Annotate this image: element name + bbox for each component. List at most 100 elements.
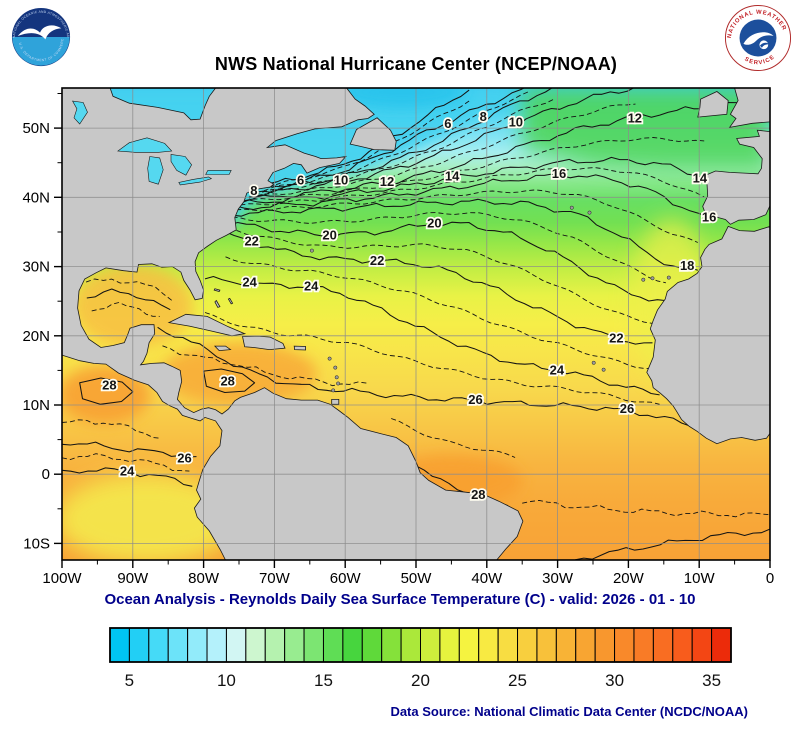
colorbar-cell xyxy=(284,627,305,663)
lake xyxy=(147,156,164,185)
colorbar-cell xyxy=(594,627,616,663)
lat-tick-label: 40N xyxy=(22,189,50,206)
colorbar-cell xyxy=(536,627,557,663)
contour-label: 8 xyxy=(250,183,257,198)
noaa-logo: NATIONAL OCEANIC AND ATMOSPHERIC ADMINIS… xyxy=(10,6,71,67)
contour-label: 6 xyxy=(444,116,451,131)
lake xyxy=(170,154,192,176)
landmass xyxy=(646,225,770,445)
contour-line-dashed xyxy=(62,419,162,439)
lat-tick-label: 10N xyxy=(22,397,50,414)
contour-label: 18 xyxy=(680,258,694,273)
contour-label: 14 xyxy=(693,171,708,186)
contour-label: 22 xyxy=(244,234,258,249)
contour-label: 24 xyxy=(120,463,135,478)
contour-line-dashed xyxy=(268,100,470,189)
colorbar-frame xyxy=(109,627,732,663)
lon-tick-label: 0 xyxy=(766,570,774,587)
landmass xyxy=(167,313,247,337)
island-dot xyxy=(641,277,646,282)
colorbar-cell xyxy=(652,627,674,663)
noaa-gull-icon xyxy=(17,25,62,40)
contour-label: 6 xyxy=(297,173,304,188)
island-dot xyxy=(334,375,339,380)
colorbar-cell xyxy=(420,627,441,663)
island-dot xyxy=(331,388,336,393)
island-dot xyxy=(336,381,341,386)
landmass xyxy=(213,288,221,292)
colorbar-cell xyxy=(517,627,538,663)
contour-line xyxy=(240,156,705,204)
contour-line-dashed xyxy=(162,345,367,387)
landmass xyxy=(331,399,340,405)
contour-label: 8 xyxy=(480,109,487,124)
contour-line-dashed xyxy=(85,278,172,301)
contour-label: 22 xyxy=(370,253,384,268)
contour-line xyxy=(62,441,197,458)
island-dot xyxy=(601,367,606,372)
island-dot xyxy=(587,210,592,215)
landmass xyxy=(62,88,524,560)
contour-line xyxy=(79,377,134,405)
contour-line xyxy=(157,326,691,427)
contour-line-dashed xyxy=(228,226,653,324)
contour-label: 26 xyxy=(468,392,482,407)
sst-region xyxy=(161,342,317,406)
colorbar-cell xyxy=(711,627,732,663)
colorbar-cell xyxy=(458,627,480,663)
contour-line xyxy=(62,467,193,487)
island-dot xyxy=(333,365,338,370)
contour-label: 10 xyxy=(509,115,523,130)
colorbar-cell xyxy=(361,627,383,663)
contour-line xyxy=(203,368,256,394)
contour-label: 22 xyxy=(609,331,623,346)
colorbar-cell xyxy=(206,627,227,663)
colorbar-tick-label: 10 xyxy=(217,671,236,690)
landmass xyxy=(728,88,770,128)
contour-line xyxy=(575,528,770,560)
contour-line-dashed xyxy=(204,312,660,405)
contour-label: 24 xyxy=(242,275,257,290)
contour-label: 28 xyxy=(471,487,485,502)
colorbar-tick-label: 25 xyxy=(508,671,527,690)
contour-label: 12 xyxy=(628,111,642,126)
contour-line-dashed xyxy=(254,98,555,196)
nws-bird-icon xyxy=(759,42,770,48)
noaa-logo-sea xyxy=(12,37,70,66)
colorbar-cell xyxy=(245,627,266,663)
page-title: NWS National Hurricane Center (NCEP/NOAA… xyxy=(214,54,618,74)
contour-label: 16 xyxy=(702,209,716,224)
lon-tick-label: 80W xyxy=(188,570,220,587)
grid-lines xyxy=(62,88,770,560)
island-dot xyxy=(591,360,596,365)
lat-tick-label: 0 xyxy=(42,466,50,483)
map-plot-area: 8 6 10 12 14 16 6 8 10 12 14 16 18 20 20 22 22 22 24 24 24 26… xyxy=(62,88,770,560)
colorbar-cell xyxy=(672,627,693,663)
contour-label: 12 xyxy=(380,174,394,189)
contour-line-dashed xyxy=(240,167,705,206)
colorbar-cell xyxy=(691,627,713,663)
lat-tick-label: 20N xyxy=(22,328,50,345)
colorbar-cell xyxy=(148,627,169,663)
colorbar-cell xyxy=(128,627,150,663)
lon-tick-label: 90W xyxy=(117,570,149,587)
lat-tick-label: 30N xyxy=(22,259,50,276)
contour-line xyxy=(244,100,770,202)
lon-tick-label: 60W xyxy=(330,570,362,587)
island-dot xyxy=(309,248,314,253)
contour-line xyxy=(228,221,666,302)
colorbar-cell xyxy=(187,627,208,663)
landmass xyxy=(214,299,221,308)
lon-tick-label: 40W xyxy=(471,570,503,587)
colorbar-cell xyxy=(342,627,363,663)
colorbar-cell xyxy=(555,627,577,663)
colorbar-cell xyxy=(497,627,519,663)
contour-label: 16 xyxy=(552,166,566,181)
contour-line-dashed xyxy=(91,302,160,317)
lon-tick-label: 10W xyxy=(684,570,716,587)
contour-line-dashed xyxy=(248,103,636,199)
landmass xyxy=(227,297,234,305)
island-dot xyxy=(650,276,655,281)
landmass xyxy=(293,345,306,351)
